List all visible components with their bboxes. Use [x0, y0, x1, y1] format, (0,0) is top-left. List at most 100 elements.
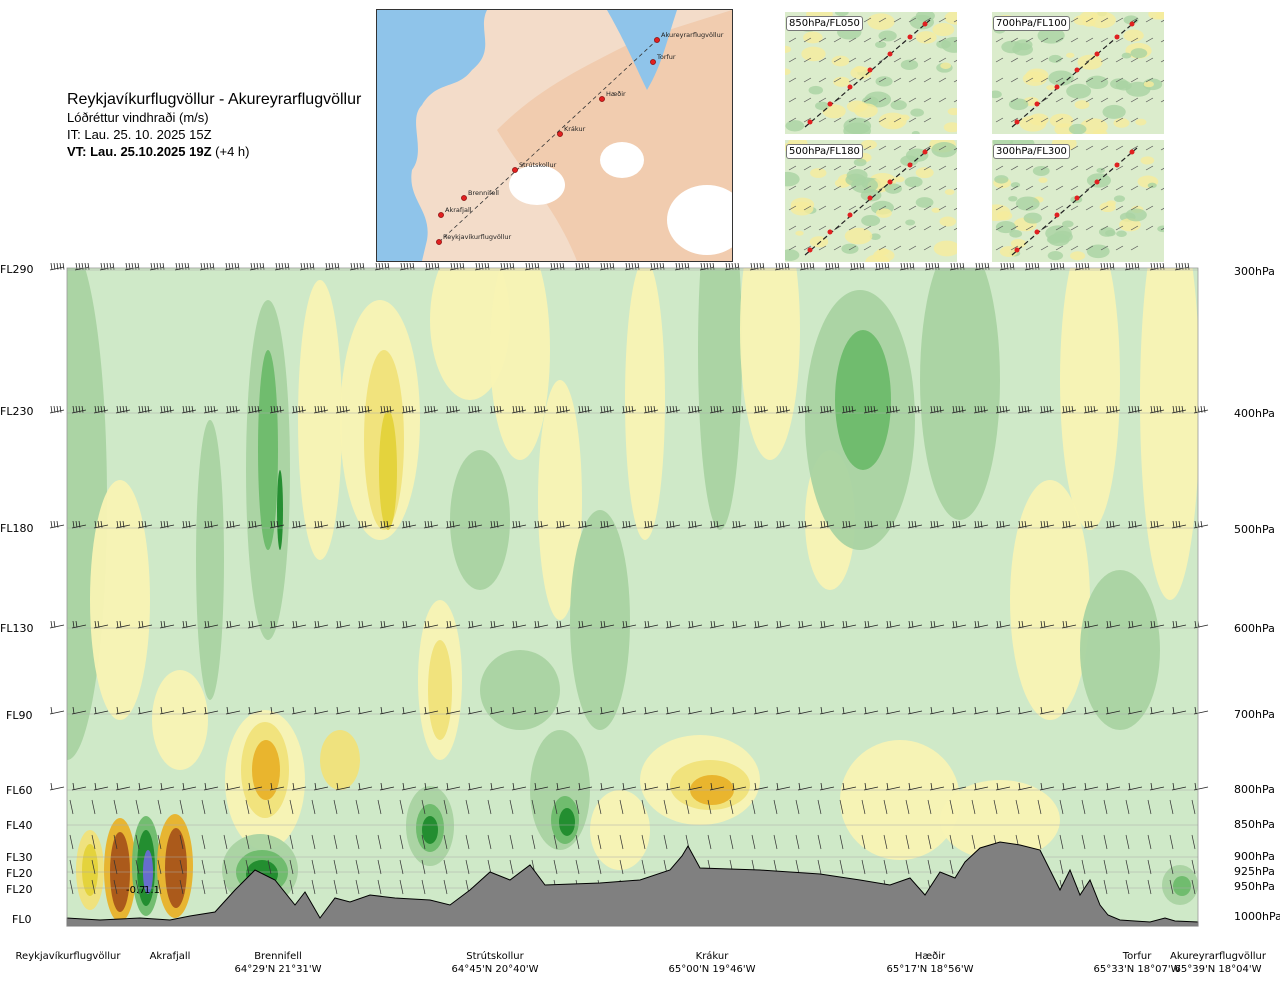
mini-map-blob — [1088, 12, 1116, 29]
barb-feather — [826, 405, 829, 413]
barb-feather — [50, 262, 53, 270]
barb-feather — [656, 262, 659, 270]
low-level-barb — [421, 799, 426, 815]
barb-feather — [600, 706, 603, 714]
barb-feather — [537, 520, 540, 528]
barb-feather — [160, 706, 163, 714]
route-title: Reykjavíkurflugvöllur - Akureyrarflugvöl… — [67, 91, 362, 108]
barb-feather — [845, 620, 848, 628]
waypoint-label: Brennifell 64°29'N 21°31'W — [235, 950, 322, 976]
low-level-barb — [1059, 799, 1064, 815]
barb-feather — [474, 405, 477, 413]
low-level-barb — [597, 859, 602, 875]
barb-feather — [1021, 620, 1024, 628]
barb-feather — [342, 405, 345, 413]
barb-feather — [1068, 405, 1071, 413]
wind-barb — [115, 405, 131, 414]
wind-barb — [599, 620, 615, 629]
barb-feather — [556, 620, 559, 628]
wind-barb — [819, 706, 835, 715]
barb-feather — [735, 405, 738, 413]
low-level-barb — [817, 799, 822, 815]
wind-barb — [269, 706, 285, 715]
barb-feather — [153, 262, 156, 270]
barb-feather — [81, 405, 84, 413]
mini-map-barb — [1025, 77, 1034, 83]
low-level-barb — [399, 879, 404, 895]
barb-feather — [559, 262, 562, 270]
barb-feather — [125, 405, 128, 413]
mini-map-barb — [1130, 245, 1139, 251]
barb-feather — [506, 262, 509, 270]
low-level-barb — [575, 834, 580, 850]
mini-map-barb — [893, 37, 902, 43]
barb-feather — [1062, 706, 1065, 714]
mini-map-blob — [884, 183, 902, 194]
barb-feather — [367, 405, 370, 413]
barb-feather — [587, 262, 590, 270]
barb-feather — [1003, 262, 1006, 270]
barb-feather — [1043, 620, 1046, 628]
wind-barb — [533, 782, 549, 791]
barb-feather — [1018, 520, 1021, 528]
wind-barb — [1105, 520, 1121, 529]
waypoint-coord: 65°00'N 19°46'W — [668, 964, 756, 975]
barb-feather — [468, 782, 471, 790]
wind-barb — [949, 262, 965, 271]
low-level-barb — [773, 799, 778, 815]
barb-feather — [578, 405, 581, 413]
wind-barb — [247, 782, 263, 791]
barb-feather — [804, 405, 807, 413]
mini-map-barb — [908, 97, 917, 103]
low-level-barb — [355, 834, 360, 850]
mini-map-barb — [1145, 17, 1154, 23]
mini-map-barb — [878, 97, 887, 103]
wind-barb — [159, 706, 175, 715]
barb-feather — [644, 706, 647, 714]
barb-feather — [1062, 782, 1065, 790]
barb-feather — [317, 620, 320, 628]
low-level-barb — [465, 834, 470, 850]
barb-feather — [999, 520, 1002, 528]
barb-feather — [182, 405, 185, 413]
mini-map-barb — [908, 225, 917, 231]
mini-map-barb — [878, 77, 887, 83]
velocity-contour — [450, 450, 510, 590]
barb-feather — [1075, 262, 1078, 270]
mini-map-barb — [1040, 205, 1049, 211]
barb-feather — [1112, 520, 1115, 528]
barb-feather — [842, 405, 845, 413]
barb-feather — [512, 405, 515, 413]
barb-feather — [1131, 620, 1134, 628]
mini-map-barb — [1010, 205, 1019, 211]
low-level-barb — [883, 859, 888, 875]
mini-map-barb — [803, 245, 812, 251]
barb-feather — [644, 620, 647, 628]
wind-barb — [299, 262, 315, 271]
barb-feather — [809, 262, 812, 270]
barb-feather — [281, 262, 284, 270]
mini-map-barb — [1145, 57, 1154, 63]
low-level-barb — [1147, 859, 1152, 875]
wind-barb — [93, 620, 109, 629]
mini-map-blob — [831, 55, 850, 67]
barb-feather — [87, 262, 90, 270]
barb-feather — [776, 520, 779, 528]
mini-map-waypoint — [847, 212, 853, 218]
barb-feather — [50, 620, 53, 628]
low-level-barb — [1147, 834, 1152, 850]
low-level-barb — [311, 879, 316, 895]
barb-feather — [353, 262, 356, 270]
barb-feather — [691, 520, 694, 528]
barb-feather — [182, 620, 185, 628]
low-level-barb — [1059, 834, 1064, 850]
wind-barb — [577, 706, 593, 715]
mini-map-barb — [995, 57, 1004, 63]
barb-feather — [248, 782, 251, 790]
wind-barb — [379, 620, 395, 629]
barb-feather — [184, 262, 187, 270]
barb-feather — [273, 405, 276, 413]
mini-map-barb — [1130, 17, 1139, 23]
waypoint-coord: 65°33'N 18°07'W — [1093, 964, 1181, 975]
wind-barb — [749, 262, 765, 271]
